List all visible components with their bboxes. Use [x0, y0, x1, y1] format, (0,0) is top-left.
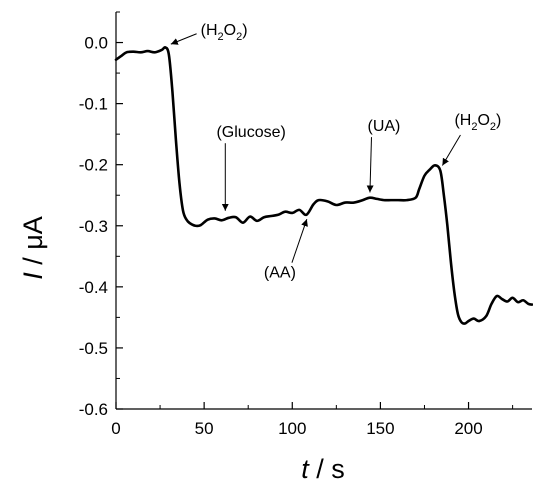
y-axis-title: I / μA: [18, 216, 48, 280]
y-tick-label: -0.2: [79, 156, 108, 175]
tick-marks: [115, 11, 514, 410]
annotation-text: (H: [454, 112, 471, 129]
annotation-arrow: [170, 33, 197, 45]
data-series: [114, 45, 533, 325]
annotation-4: (UA): [366, 118, 400, 193]
annotation-text: ): [242, 22, 247, 39]
y-axis-symbol: I: [18, 272, 48, 280]
current-trace-line: [114, 45, 533, 325]
annotation-text: (H: [201, 22, 218, 39]
tick-labels: 0.0 -0.1 -0.2 -0.3 -0.4 -0.5 -0.60 50 100 150 200: [79, 34, 483, 438]
annotation-3: (AA): [264, 219, 308, 282]
annotation-label: (AA): [264, 265, 296, 282]
annotation-text: ): [496, 112, 501, 129]
y-tick-label: -0.5: [79, 339, 108, 358]
y-tick-label: 0.0: [84, 34, 108, 53]
x-tick-label: 100: [278, 419, 306, 438]
annotation-subscript: 2: [236, 31, 242, 43]
annotation-label: (Glucose): [216, 124, 285, 141]
x-tick-label: 0: [111, 419, 120, 438]
y-axis-unit: / μA: [18, 216, 48, 272]
x-tick-label: 50: [195, 419, 214, 438]
y-tick-label: -0.4: [79, 278, 108, 297]
annotation-label: (H2O2): [201, 22, 248, 43]
annotation-arrow: [366, 137, 374, 193]
x-axis-unit: / s: [309, 454, 345, 484]
x-axis-title: t / s: [301, 454, 345, 484]
y-tick-label: -0.6: [79, 400, 108, 419]
x-axis-symbol: t: [301, 454, 310, 484]
annotation-subscript: 2: [471, 121, 477, 133]
y-tick-label: -0.3: [79, 217, 108, 236]
annotation-label: (UA): [367, 118, 400, 135]
annotations: (H2O2)(Glucose)(AA)(UA) (H2O2): [170, 22, 501, 282]
annotation-5: (H2O2): [441, 112, 501, 166]
annotation-text: O: [477, 112, 489, 129]
annotation-subscript: 2: [490, 121, 496, 133]
annotation-2: (Glucose): [216, 124, 286, 211]
annotation-text: O: [224, 22, 236, 39]
x-tick-label: 200: [454, 419, 482, 438]
axes: [115, 12, 532, 410]
annotation-arrow: [441, 134, 461, 166]
y-tick-label: -0.1: [79, 95, 108, 114]
annotation-1: (H2O2): [170, 22, 248, 45]
annotation-subscript: 2: [218, 31, 224, 43]
x-tick-label: 150: [366, 419, 394, 438]
annotation-label: (H2O2): [454, 112, 501, 133]
annotation-arrow: [291, 219, 308, 263]
